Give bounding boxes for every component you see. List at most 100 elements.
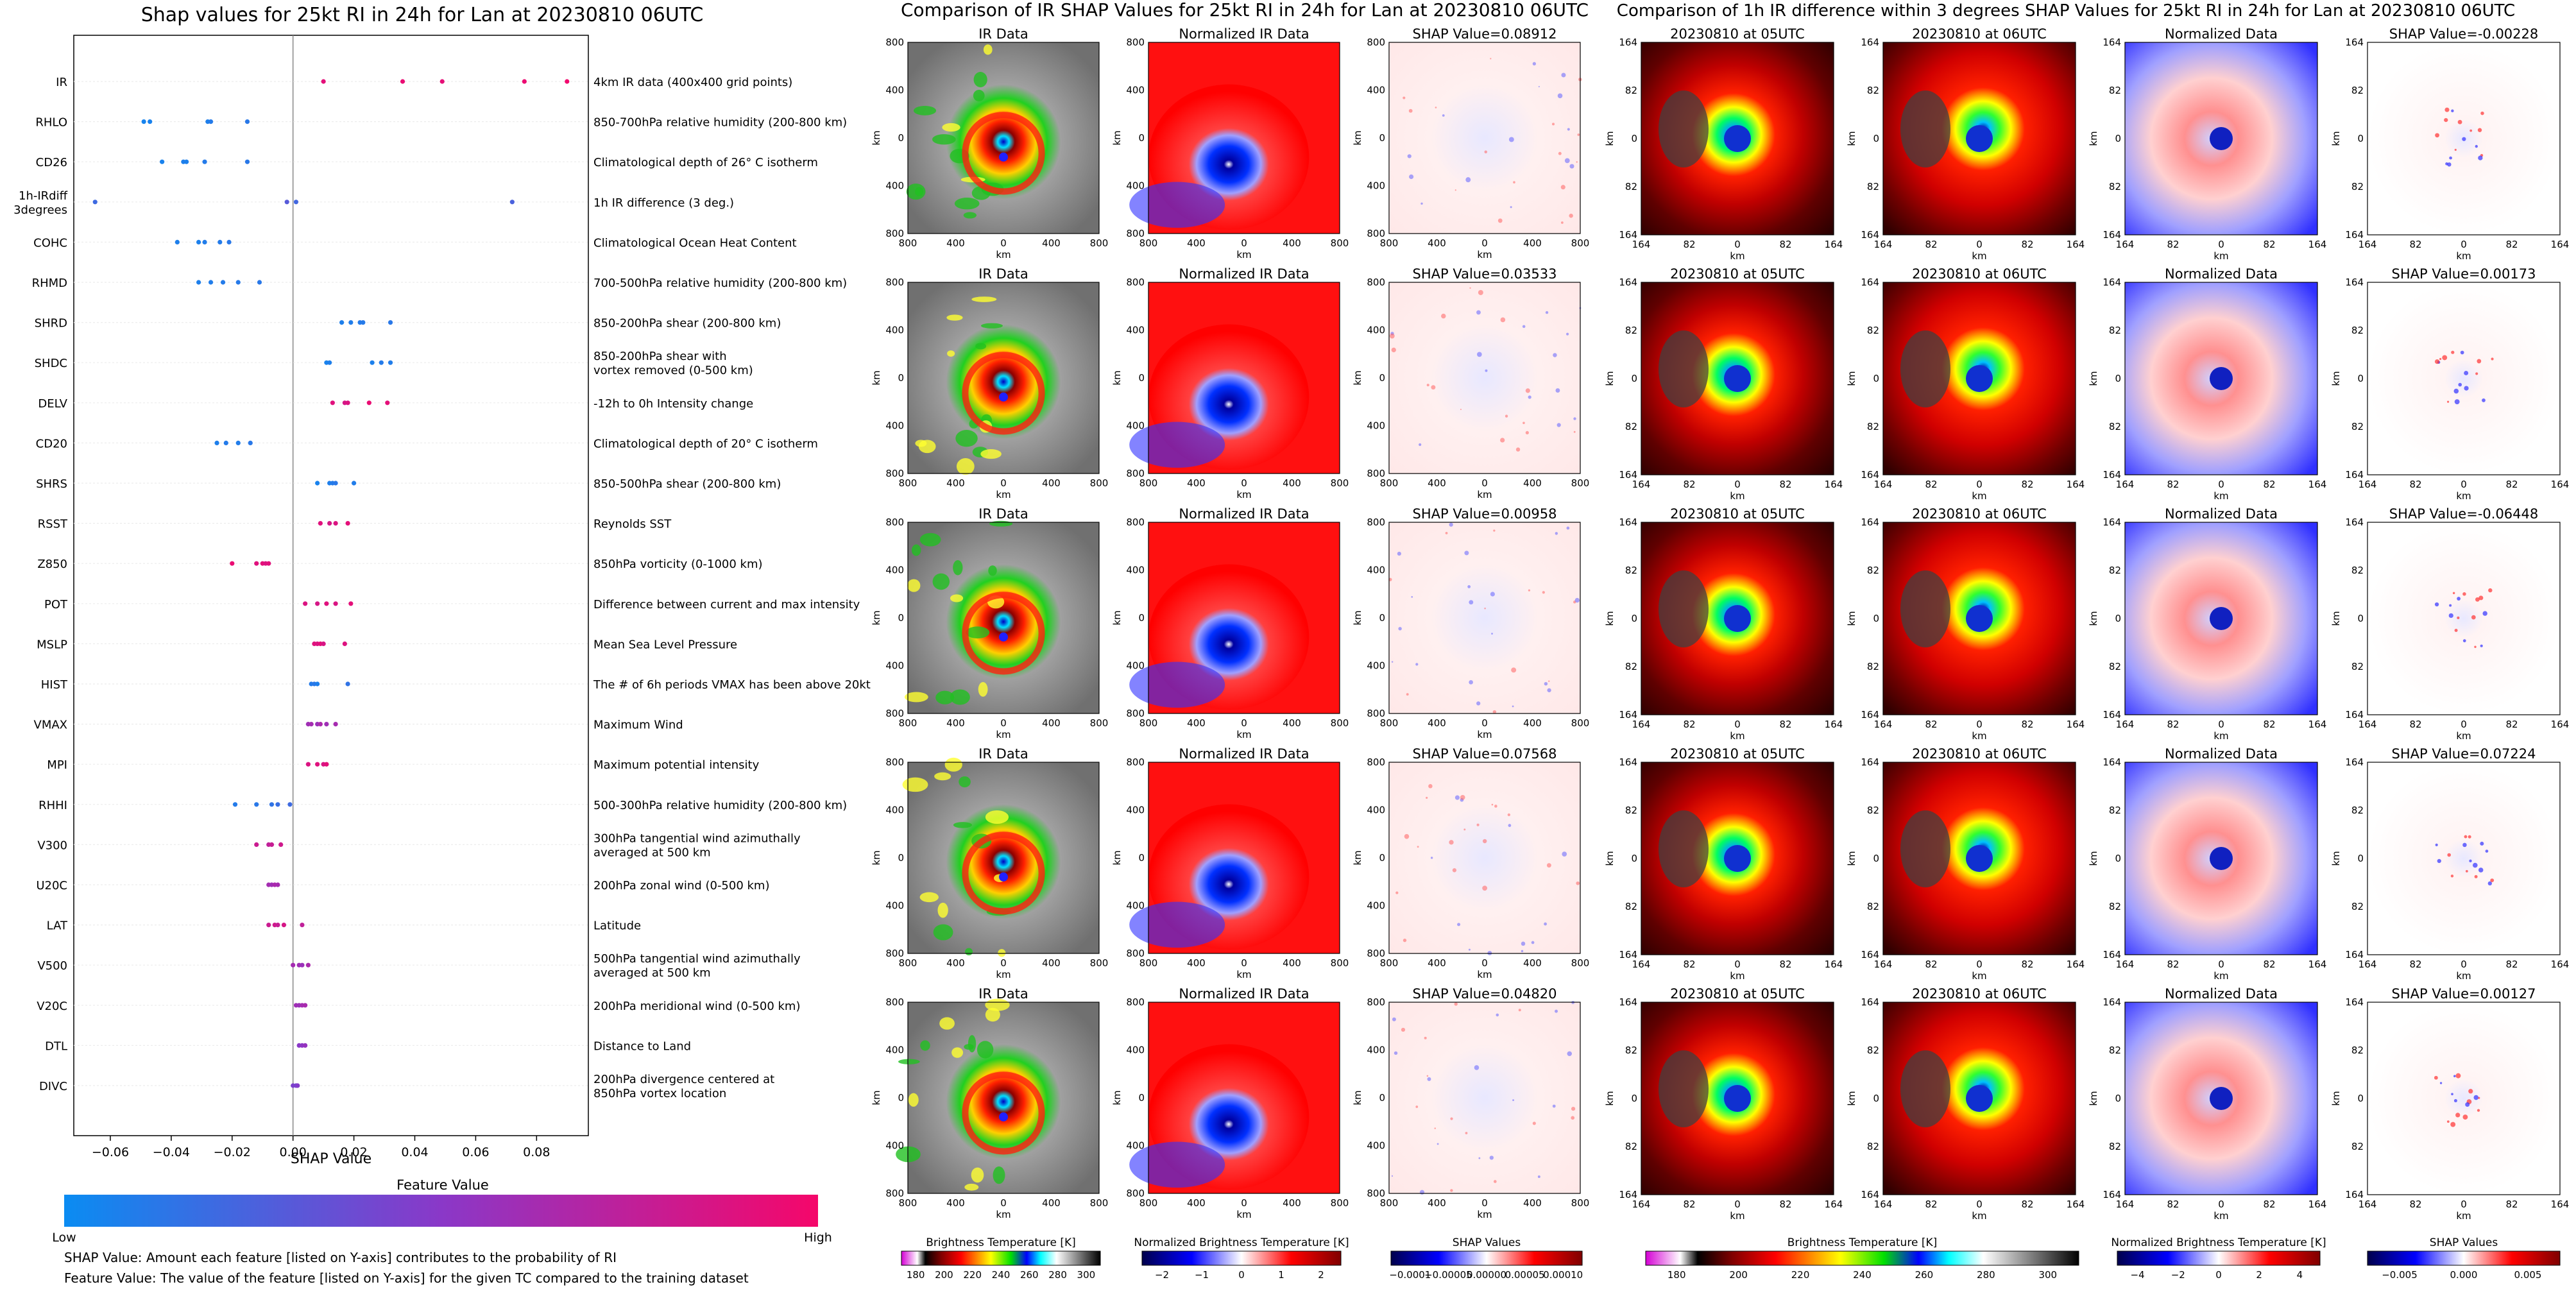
colorbar-tick-label: 200 — [1729, 1269, 1748, 1281]
cloud-blob — [915, 440, 927, 447]
cloud-blob — [983, 44, 993, 55]
panel-title: 20230810 at 05UTC — [1670, 266, 1805, 282]
land-patch — [1900, 90, 1950, 167]
shap-point — [254, 802, 259, 807]
shap-diff-image — [2367, 522, 2560, 715]
panel-frame — [1388, 1002, 1581, 1194]
map-panel: Normalized Data1641648282008282164164kmk… — [2088, 746, 2326, 982]
feature-description-label: 500-300hPa relative humidity (200-800 km… — [593, 799, 847, 812]
shap-speck — [2464, 386, 2469, 391]
shap-speck — [2487, 881, 2493, 886]
cloud-blob — [939, 1017, 955, 1030]
shap-speck — [1561, 73, 1566, 78]
shap-speck — [1511, 667, 1517, 673]
shap-speck — [2462, 137, 2466, 141]
x-tick-label: 82 — [1683, 719, 1695, 730]
x-tick-label: 0 — [1000, 717, 1007, 729]
x-tick-label: 400 — [1523, 957, 1542, 969]
x-axis-label: km — [1236, 249, 1251, 260]
panel-title: 20230810 at 06UTC — [1912, 26, 2047, 42]
colorbar-tick-label: 280 — [1048, 1269, 1067, 1281]
shap-speck — [1558, 151, 1562, 155]
shap-point — [202, 159, 207, 164]
eye-marker — [999, 392, 1008, 402]
x-tick-label: 82 — [2409, 719, 2421, 730]
x-tick-label: 800 — [1090, 957, 1109, 969]
panel-title: Normalized Data — [2165, 986, 2278, 1002]
x-tick-label: 400 — [1042, 477, 1061, 489]
feature-description-label: Climatological Ocean Heat Content — [593, 236, 797, 250]
shap-speck — [1494, 805, 1497, 808]
shap-point — [366, 400, 371, 405]
cloud-blob — [980, 449, 1002, 459]
x-tick-label: 164 — [2308, 719, 2327, 730]
colorbar-tick-label: 0.005 — [2514, 1269, 2542, 1281]
x-tick-label: 0 — [1481, 717, 1488, 729]
shap-speck — [1442, 114, 1445, 117]
note-shap-value: SHAP Value: Amount each feature [listed … — [64, 1250, 617, 1265]
shap-speck — [1546, 863, 1551, 868]
ir-image — [908, 1002, 1099, 1193]
x-tick-label: 82 — [2409, 959, 2421, 970]
x-tick-label: 400 — [1523, 1197, 1542, 1209]
colorbar-tick-label: 2 — [2256, 1269, 2262, 1281]
eye-marker — [999, 872, 1008, 882]
shap-speck — [2462, 1114, 2468, 1120]
shap-speck — [1411, 596, 1413, 598]
panel-frame — [1641, 282, 1834, 475]
x-tick-label: 0.08 — [523, 1145, 550, 1159]
x-tick-label: 82 — [2505, 959, 2518, 970]
x-tick-label: 82 — [1779, 719, 1791, 730]
x-tick-label: 800 — [1139, 1197, 1158, 1209]
y-tick-label: 400 — [1126, 325, 1145, 336]
y-axis-label: km — [1604, 851, 1616, 866]
panel-title: Normalized IR Data — [1179, 26, 1309, 42]
y-tick-label: 82 — [2351, 421, 2364, 432]
x-tick-label: 164 — [1825, 719, 1843, 730]
panel-frame — [1388, 522, 1581, 714]
shap-point — [565, 79, 570, 84]
land-patch — [1659, 330, 1709, 407]
y-tick-label: 82 — [2109, 805, 2121, 816]
map-panel: SHAP Value=-0.06448164164828200828216416… — [2330, 506, 2569, 742]
y-tick-label: 164 — [1861, 469, 1879, 481]
eye-core — [1966, 605, 1993, 632]
shap-speck — [1476, 823, 1480, 826]
shap-point — [92, 200, 98, 205]
colorbar-tick-label: −4 — [2131, 1269, 2145, 1281]
x-tick-label: 800 — [1090, 1197, 1109, 1209]
feature-description-label: averaged at 500 km — [593, 966, 711, 980]
shap-speck — [2437, 858, 2441, 864]
shap-speck — [2464, 835, 2468, 839]
y-tick-label: 400 — [885, 660, 904, 672]
y-tick-label: 400 — [1367, 325, 1385, 336]
panel-title: SHAP Value=0.00958 — [1413, 506, 1557, 522]
y-tick-label: 400 — [885, 85, 904, 96]
y-tick-label: 800 — [1367, 228, 1385, 239]
shap-speck — [1521, 941, 1526, 946]
shap-point — [232, 802, 238, 807]
y-tick-label: 400 — [1126, 900, 1145, 912]
y-axis-label: km — [1352, 850, 1363, 865]
y-tick-label: 0 — [1631, 1093, 1637, 1104]
shap-point — [385, 400, 390, 405]
map-panel: Normalized IR Data8008004004000040040080… — [1111, 506, 1349, 740]
feature-name-label: Z850 — [37, 558, 67, 571]
colorbar-tick-label: 240 — [992, 1269, 1011, 1281]
shap-speck — [1508, 137, 1514, 142]
shap-speck — [1409, 174, 1414, 180]
x-tick-label: 82 — [1925, 959, 1937, 970]
y-tick-label: 164 — [1861, 756, 1879, 768]
shap-point — [300, 923, 305, 928]
x-tick-label: 0 — [1976, 959, 1983, 970]
map-panel: Normalized IR Data8008004004000040040080… — [1111, 266, 1349, 500]
shap-speck — [1388, 577, 1392, 581]
feature-name-label: HIST — [41, 678, 68, 692]
shap-speck — [2444, 107, 2450, 112]
y-axis-label: km — [2088, 851, 2099, 866]
panel-frame — [1641, 762, 1834, 955]
x-tick-label: 0 — [1734, 479, 1741, 490]
y-tick-label: 82 — [2351, 1141, 2364, 1152]
ir-panel-grid: IR Data80080040040000400400800800kmkmNor… — [871, 26, 1589, 1220]
